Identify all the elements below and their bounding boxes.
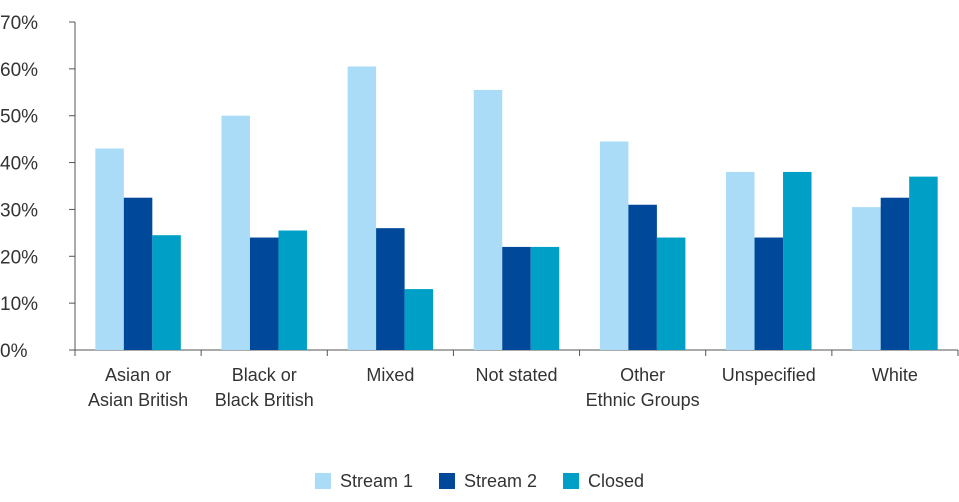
legend-swatch	[314, 473, 331, 489]
category-label: Mixed	[366, 365, 414, 385]
bar-stream-1	[221, 115, 250, 350]
bar-stream-1	[473, 89, 503, 350]
legend-item-stream-1: Stream 1	[314, 471, 413, 491]
bar-closed	[152, 235, 181, 350]
bars-group	[95, 66, 938, 350]
category-label: Other	[620, 365, 665, 385]
bar-closed	[656, 237, 686, 350]
x-axis	[74, 349, 959, 356]
bar-stream-1	[726, 171, 755, 350]
category-label: Black British	[215, 390, 314, 410]
category-label: Unspecified	[722, 365, 816, 385]
category-labels: Asian or Asian British Black or Black Briti…	[88, 365, 918, 410]
bar-stream-2	[249, 237, 279, 350]
bar-stream-1	[852, 207, 881, 350]
legend-label: Closed	[588, 471, 644, 491]
y-tick-label: 60%	[0, 60, 38, 81]
y-tick-label: 20%	[0, 247, 38, 268]
legend-item-stream-2: Stream 2	[438, 471, 537, 491]
bar-stream-2	[502, 246, 531, 350]
y-tick-label: 0%	[0, 341, 28, 362]
y-axis: 0% 10% 20% 30% 40% 50% 60% 70%	[0, 13, 76, 362]
legend-label: Stream 1	[340, 471, 413, 491]
bar-stream-1	[599, 141, 629, 350]
y-tick-label: 40%	[0, 154, 38, 175]
bar-closed	[530, 246, 560, 350]
legend-item-closed: Closed	[563, 471, 644, 491]
legend: Stream 1 Stream 2 Closed	[314, 471, 644, 491]
bar-stream-2	[123, 197, 153, 350]
y-tick-label: 10%	[0, 294, 38, 315]
legend-label: Stream 2	[464, 471, 537, 491]
bar-closed	[909, 176, 938, 350]
bar-stream-1	[95, 148, 124, 350]
bar-closed	[404, 289, 434, 350]
category-label: Asian or	[105, 365, 171, 385]
y-tick-label: 70%	[0, 13, 38, 34]
bar-stream-2	[628, 204, 657, 350]
category-label: Not stated	[475, 365, 557, 385]
category-label: Ethnic Groups	[586, 390, 700, 410]
category-label: Black or	[232, 365, 297, 385]
y-tick-label: 30%	[0, 200, 38, 221]
category-label: Asian British	[88, 390, 188, 410]
y-tick-label: 50%	[0, 107, 38, 128]
bar-stream-2	[376, 228, 405, 350]
bar-stream-2	[880, 197, 910, 350]
category-label: White	[872, 365, 918, 385]
legend-swatch	[563, 473, 580, 489]
bar-closed	[783, 171, 812, 350]
legend-swatch	[438, 473, 455, 489]
bar-stream-1	[347, 66, 377, 350]
bar-stream-2	[754, 237, 784, 350]
bar-closed	[278, 230, 307, 350]
